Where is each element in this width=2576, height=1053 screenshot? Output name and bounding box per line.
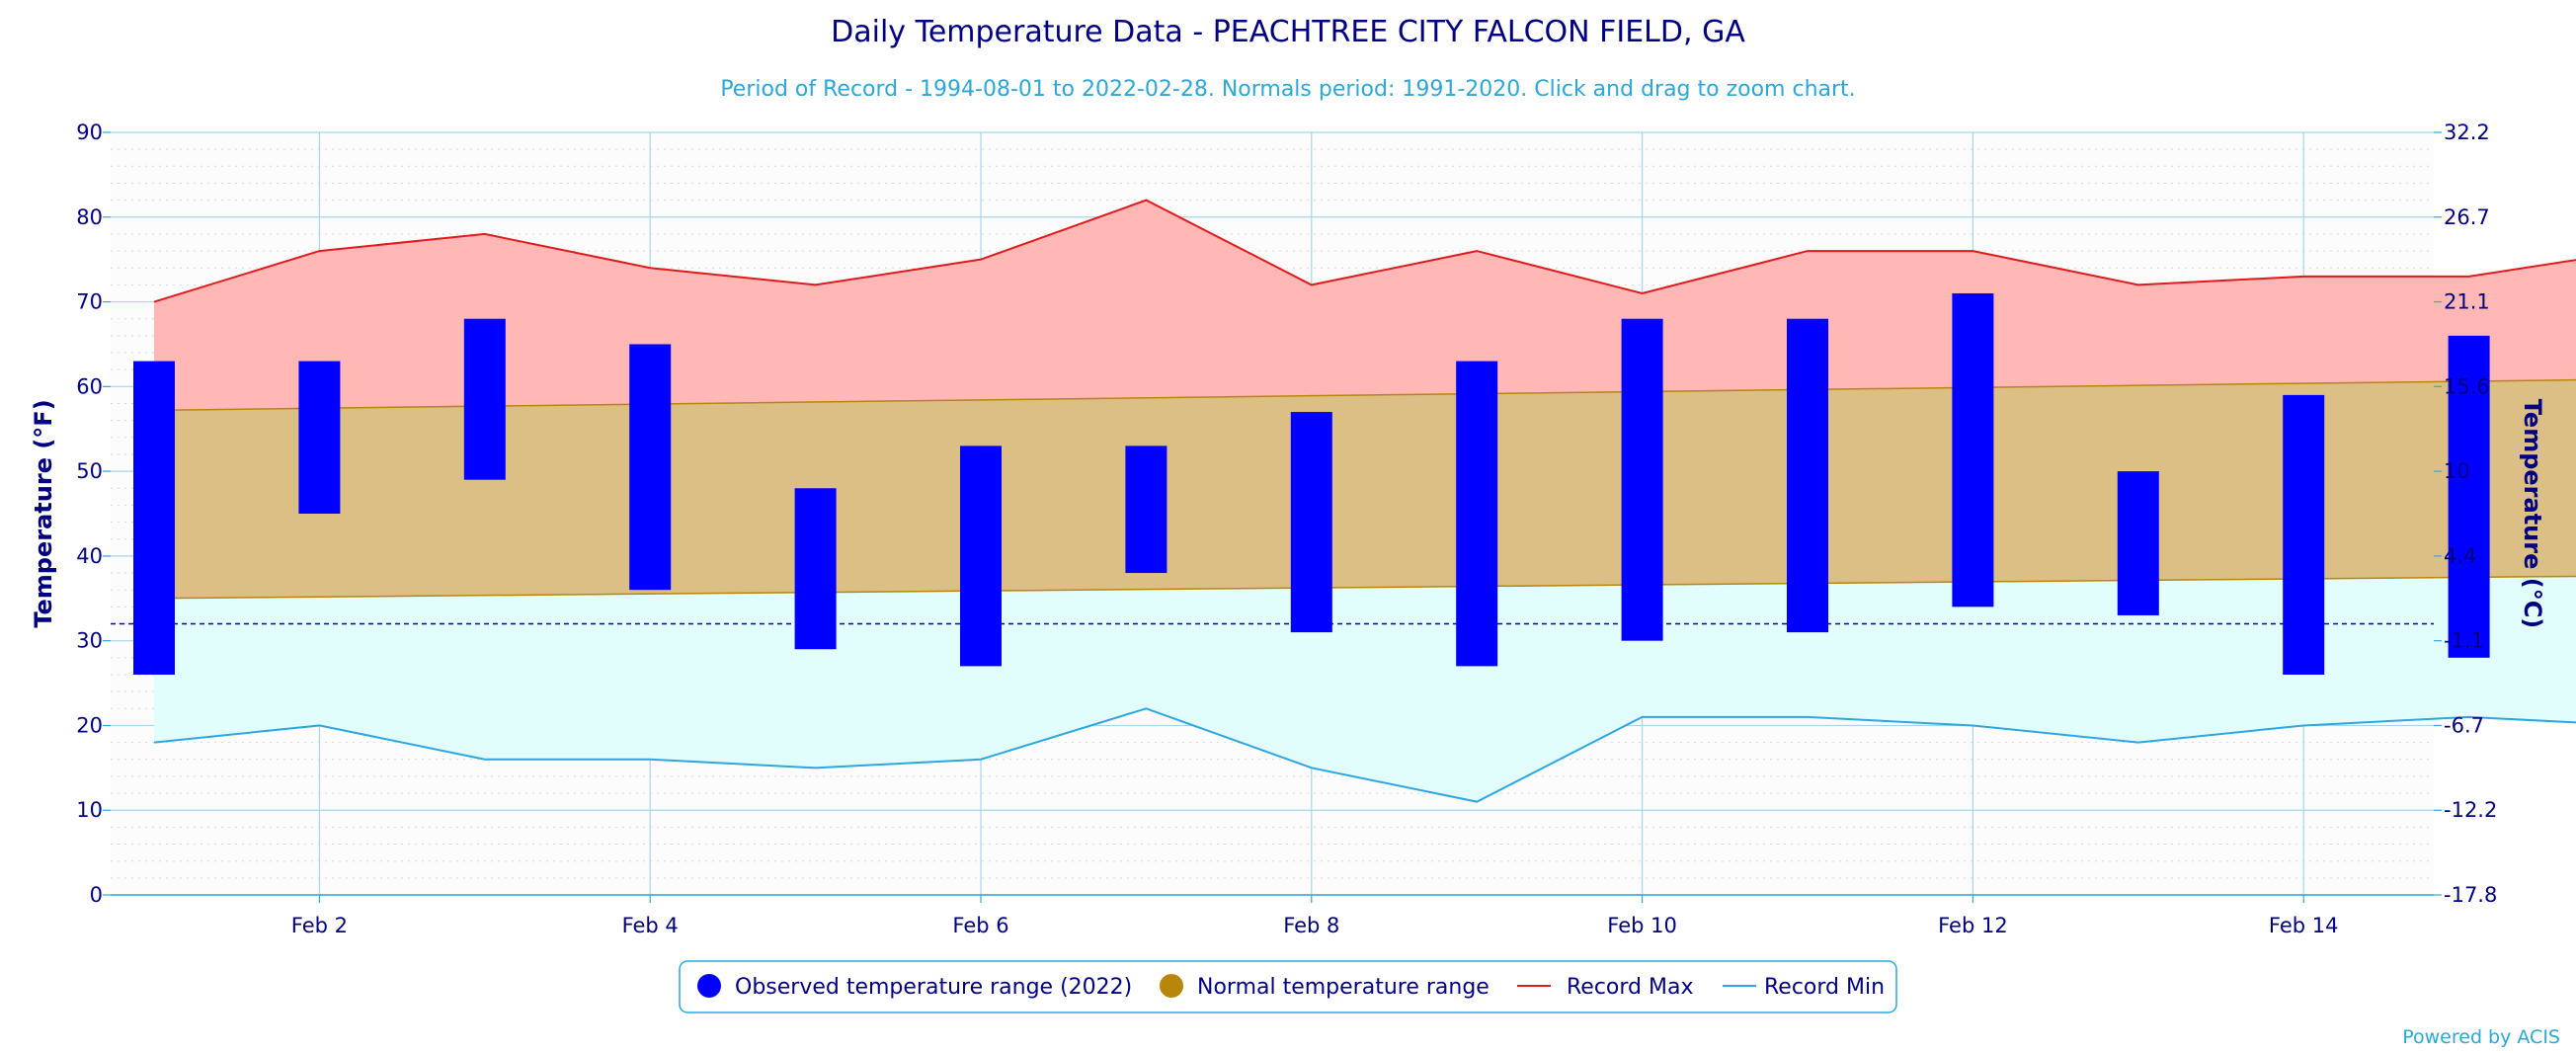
x-tick-label: Feb 8 — [1283, 914, 1339, 937]
y-axis-left-ticks: 0 10 20 30 40 50 60 70 80 90 — [76, 121, 111, 907]
record-max-line — [153, 199, 2576, 303]
observed-bar — [298, 361, 341, 514]
normal-low-line — [153, 575, 2576, 600]
observed-bar — [1952, 292, 1994, 608]
x-tick-label: Feb 6 — [952, 914, 1008, 937]
y-right-tick-label: 10 — [2444, 459, 2470, 483]
powered-by-credit[interactable]: Powered by ACIS — [2402, 1026, 2560, 1048]
observed-bar — [1456, 361, 1498, 667]
record-min-area — [154, 576, 2576, 802]
y-tick-label: 10 — [76, 798, 103, 822]
observed-bar — [1621, 318, 1663, 641]
y-axis-left-title: Temperature (°F) — [30, 399, 57, 627]
y-axis-right-ticks: -17.8 -12.2 -6.7 -1.1 4.4 10 15.6 21.1 26.7 32.2 — [2434, 121, 2497, 907]
y-tick-label: 70 — [76, 290, 103, 314]
x-tick-label: Feb 12 — [1938, 914, 2008, 937]
y-tick-label: 60 — [76, 374, 103, 398]
y-right-tick-label: 15.6 — [2444, 374, 2490, 398]
y-right-tick-label: -1.1 — [2444, 629, 2484, 653]
normal-high-line — [153, 378, 2576, 412]
y-right-tick-label: -17.8 — [2444, 883, 2497, 907]
chart-subtitle: Period of Record - 1994-08-01 to 2022-02… — [720, 77, 1855, 102]
legend-record-max-label: Record Max — [1567, 975, 1694, 1000]
observed-bar — [1290, 412, 1332, 633]
y-tick-label: 80 — [76, 205, 103, 229]
legend-item-observed[interactable]: Observed temperature range (2022) — [697, 974, 1132, 1000]
observed-bar — [629, 344, 672, 591]
y-right-tick-label: -6.7 — [2444, 713, 2484, 737]
x-tick-label: Feb 2 — [291, 914, 348, 937]
observed-bar — [1125, 446, 1167, 574]
legend-item-normal[interactable]: Normal temperature range — [1160, 974, 1489, 1000]
legend-normal-marker — [1160, 974, 1183, 998]
y-right-tick-label: 26.7 — [2444, 205, 2490, 229]
legend-record-min-label: Record Min — [1764, 975, 1885, 1000]
observed-bar — [794, 488, 837, 650]
legend-normal-label: Normal temperature range — [1197, 975, 1489, 1000]
observed-bar — [133, 361, 175, 675]
y-tick-label: 40 — [76, 544, 103, 568]
y-tick-label: 90 — [76, 121, 103, 144]
x-tick-label: Feb 10 — [1607, 914, 1677, 937]
y-right-tick-label: 4.4 — [2444, 544, 2476, 568]
observed-bar — [1787, 318, 1828, 633]
chart-title: Daily Temperature Data - PEACHTREE CITY … — [831, 15, 1745, 49]
y-tick-label: 50 — [76, 459, 103, 483]
x-tick-label: Feb 4 — [622, 914, 679, 937]
legend-item-record-min[interactable]: Record Min — [1723, 975, 1885, 1000]
y-axis-right-title: Temperature (°C) — [2519, 399, 2546, 629]
legend-observed-marker — [697, 974, 721, 998]
y-right-tick-label: 21.1 — [2444, 290, 2490, 314]
legend-box — [679, 960, 1897, 1013]
y-right-tick-label: -12.2 — [2444, 798, 2497, 822]
y-tick-label: 30 — [76, 629, 103, 653]
legend-observed-label: Observed temperature range (2022) — [735, 975, 1132, 1000]
observed-bar — [2448, 335, 2490, 658]
observed-bars — [133, 292, 2490, 675]
y-tick-label: 0 — [90, 883, 103, 907]
observed-bar — [2117, 471, 2159, 615]
legend-item-record-max[interactable]: Record Max — [1517, 975, 1694, 1000]
legend: Observed temperature range (2022) Normal… — [679, 960, 1897, 1013]
observed-bar — [2283, 394, 2325, 675]
y-tick-label: 20 — [76, 713, 103, 737]
record-min-line — [153, 707, 2576, 803]
observed-bar — [960, 446, 1002, 667]
y-right-tick-label: 32.2 — [2444, 121, 2490, 144]
x-tick-label: Feb 14 — [2269, 914, 2339, 937]
observed-bar — [463, 318, 506, 480]
